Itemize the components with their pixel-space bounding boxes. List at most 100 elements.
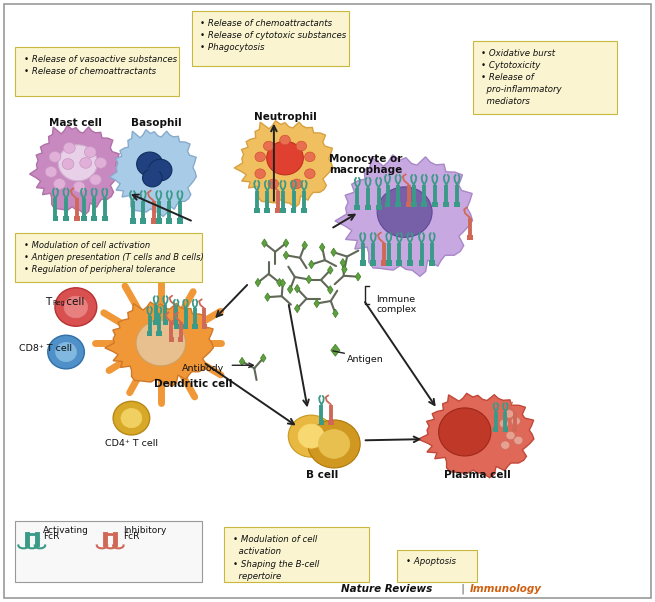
Text: Immune
complex: Immune complex: [377, 295, 417, 314]
Circle shape: [56, 343, 77, 362]
Polygon shape: [288, 285, 293, 294]
Circle shape: [143, 169, 162, 187]
Bar: [174, 324, 179, 329]
Bar: [193, 324, 198, 329]
Polygon shape: [239, 358, 245, 366]
Circle shape: [64, 296, 88, 318]
Circle shape: [255, 169, 265, 178]
Text: |: |: [458, 583, 468, 594]
Bar: [147, 331, 152, 336]
Bar: [421, 202, 427, 207]
Circle shape: [137, 152, 163, 176]
Bar: [177, 218, 183, 223]
Bar: [396, 260, 402, 265]
FancyBboxPatch shape: [473, 41, 617, 114]
Polygon shape: [29, 125, 119, 215]
Bar: [411, 202, 417, 207]
Circle shape: [84, 147, 96, 158]
Text: FcR: FcR: [43, 532, 60, 541]
Bar: [493, 427, 498, 432]
Bar: [130, 218, 136, 223]
Bar: [502, 427, 508, 432]
Bar: [512, 427, 517, 432]
Bar: [168, 337, 174, 342]
Polygon shape: [295, 285, 300, 293]
Polygon shape: [309, 260, 314, 268]
Polygon shape: [261, 354, 266, 362]
Text: cell: cell: [64, 297, 84, 308]
Text: CD4⁺ T cell: CD4⁺ T cell: [105, 439, 158, 448]
Polygon shape: [328, 286, 333, 294]
Circle shape: [504, 410, 514, 418]
Text: Plasma cell: Plasma cell: [445, 470, 511, 480]
Polygon shape: [283, 239, 289, 247]
Bar: [52, 216, 58, 221]
Text: Immunology: Immunology: [470, 584, 541, 594]
Polygon shape: [109, 129, 196, 217]
Bar: [166, 218, 172, 223]
Circle shape: [113, 402, 150, 435]
Text: • Apoptosis: • Apoptosis: [406, 557, 456, 566]
Polygon shape: [355, 273, 361, 281]
Circle shape: [288, 415, 334, 457]
Circle shape: [48, 335, 84, 369]
Bar: [354, 205, 360, 210]
Circle shape: [62, 159, 74, 170]
Circle shape: [55, 288, 97, 326]
Polygon shape: [280, 279, 286, 287]
Circle shape: [499, 420, 508, 428]
Text: • Modulation of cell
  activation
• Shaping the B-cell
  repertoire: • Modulation of cell activation • Shapin…: [233, 535, 319, 581]
Bar: [280, 208, 286, 213]
Polygon shape: [276, 278, 282, 287]
Bar: [153, 320, 159, 325]
Circle shape: [296, 141, 307, 151]
Circle shape: [255, 152, 265, 162]
Text: Nature Reviews: Nature Reviews: [341, 584, 432, 594]
Circle shape: [500, 441, 510, 449]
Circle shape: [149, 160, 172, 181]
Bar: [183, 324, 188, 329]
Bar: [151, 218, 157, 223]
Bar: [370, 260, 376, 265]
Polygon shape: [255, 278, 261, 287]
Bar: [265, 208, 271, 213]
Bar: [163, 320, 168, 325]
Text: • Release of vasoactive substances
• Release of chemoattractants: • Release of vasoactive substances • Rel…: [24, 55, 177, 76]
Text: Monocyte or
macrophage: Monocyte or macrophage: [329, 154, 402, 175]
FancyBboxPatch shape: [15, 233, 202, 282]
Circle shape: [58, 145, 98, 181]
Circle shape: [54, 178, 66, 189]
Polygon shape: [105, 302, 214, 386]
Polygon shape: [320, 243, 325, 252]
Bar: [381, 260, 387, 265]
Polygon shape: [306, 275, 312, 284]
Text: B cell: B cell: [306, 470, 339, 480]
Bar: [365, 205, 371, 210]
Polygon shape: [331, 248, 337, 256]
Bar: [443, 202, 449, 207]
Bar: [328, 420, 333, 425]
Text: • Modulation of cell activation
• Antigen presentation (T cells and B cells)
• R: • Modulation of cell activation • Antige…: [24, 241, 203, 275]
Bar: [467, 235, 473, 240]
Circle shape: [308, 420, 360, 468]
Circle shape: [305, 152, 315, 162]
Polygon shape: [328, 266, 333, 275]
Polygon shape: [283, 251, 289, 259]
Polygon shape: [234, 121, 333, 208]
Circle shape: [136, 320, 185, 366]
Text: Basophil: Basophil: [131, 118, 181, 128]
Circle shape: [73, 181, 85, 192]
FancyBboxPatch shape: [398, 550, 477, 582]
Bar: [74, 216, 80, 221]
FancyBboxPatch shape: [4, 4, 651, 598]
Polygon shape: [314, 299, 320, 308]
Text: • Release of chemoattractants
• Release of cytotoxic substances
• Phagocytosis: • Release of chemoattractants • Release …: [200, 19, 346, 52]
Text: FcR: FcR: [124, 532, 140, 541]
FancyBboxPatch shape: [15, 521, 202, 582]
Bar: [178, 337, 183, 342]
Bar: [202, 324, 207, 329]
Polygon shape: [331, 344, 340, 356]
Text: Neutrophil: Neutrophil: [253, 112, 316, 122]
Polygon shape: [335, 155, 472, 276]
Text: Dendritic cell: Dendritic cell: [155, 379, 233, 389]
